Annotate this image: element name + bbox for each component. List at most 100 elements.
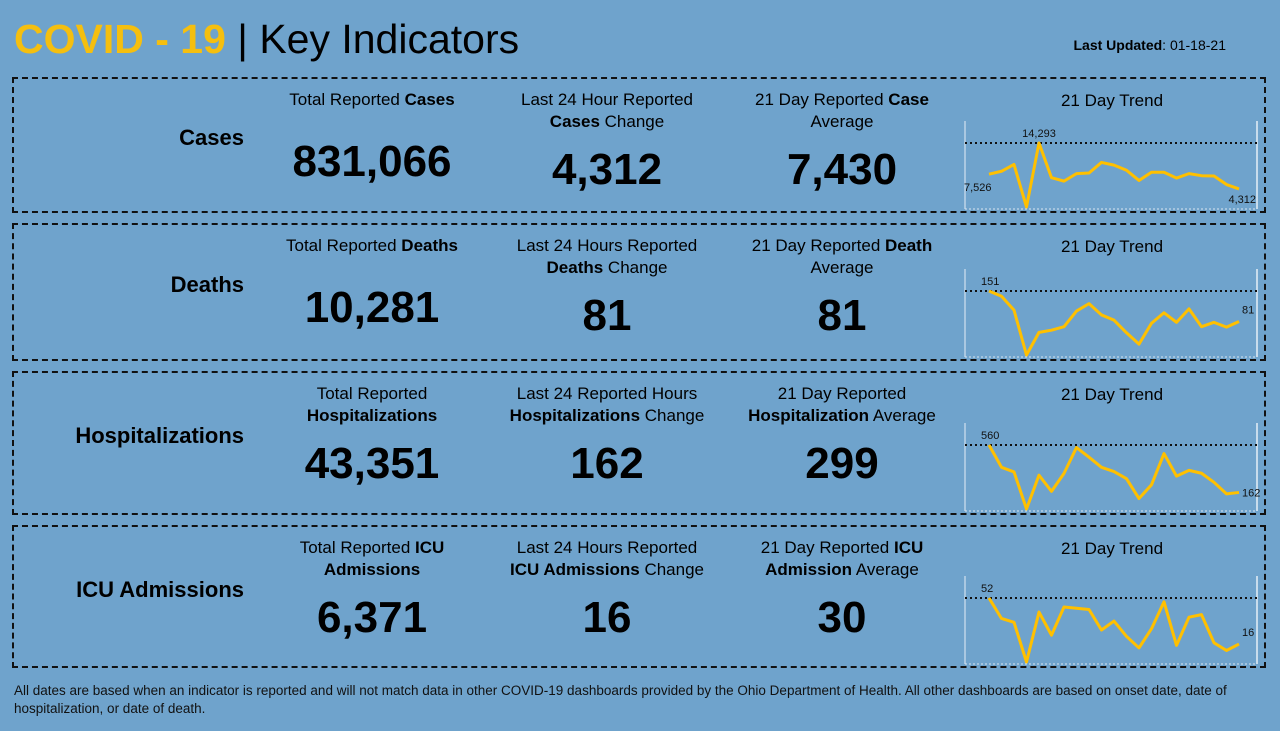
metric-value: 299 <box>805 439 879 488</box>
metric-label: Total Reported Hospitalizations <box>252 383 492 427</box>
label-segment: ICU <box>415 538 445 557</box>
row-title: ICU Admissions <box>76 576 244 602</box>
label-segment: 21 Day Reported <box>777 384 907 403</box>
metric-value: 6,371 <box>316 593 428 642</box>
metric-label: 21 Day Reported Case Average <box>722 89 962 133</box>
trend-last-label: 162 <box>1242 487 1260 499</box>
metric-label: Last 24 Reported Hours Hospitalizations C… <box>487 383 727 427</box>
label-segment: Admission <box>765 560 853 579</box>
trend-max-label: 151 <box>981 276 999 288</box>
label-segment: Average <box>810 112 874 131</box>
trend-max-label: 52 <box>981 583 993 595</box>
metric-value: 30 <box>817 593 867 642</box>
label-segment: Change <box>640 406 705 425</box>
page-title: COVID - 19 | Key Indicators <box>14 16 519 63</box>
label-segment: Average <box>810 258 874 277</box>
metric-value: 162 <box>570 439 644 488</box>
label-segment: Death <box>885 236 933 255</box>
label-segment: Last 24 Hours Reported <box>516 538 698 557</box>
metric-label: 21 Day Reported ICU Admission Average <box>722 537 962 581</box>
label-segment: ICU <box>893 538 924 557</box>
label-segment: 21 Day Reported <box>760 538 894 557</box>
label-segment: Total Reported <box>299 538 415 557</box>
trend-sparkline: 560 162 <box>964 423 1260 512</box>
panel-hospitalizations: Hospitalizations Total Reported Hospitaliz… <box>12 371 1266 515</box>
metric-value: 831,066 <box>292 137 452 186</box>
label-segment: Change <box>603 258 668 277</box>
last-24h-metric: Last 24 Hours Reported ICU Admissions Cha… <box>487 537 727 666</box>
avg-21day-metric: 21 Day Reported Death Average 81 <box>722 235 962 359</box>
label-segment: Hospitalizations <box>509 406 641 425</box>
panel-deaths: Deaths Total Reported Deaths 10,281 Last 24… <box>12 223 1266 361</box>
metric-label: Total Reported ICU Admissions <box>252 537 492 581</box>
avg-21day-metric: 21 Day Reported Hospitalization Average 29… <box>722 383 962 513</box>
label-segment: Change <box>599 112 665 131</box>
metric-value: 4,312 <box>551 145 663 194</box>
trend-line <box>988 141 1240 209</box>
label-segment: Average <box>852 560 919 579</box>
footer-note: All dates are based when an indicator is… <box>14 683 1227 716</box>
metric-value: 16 <box>582 593 632 642</box>
total-metric: Total Reported Cases 831,066 <box>252 89 492 211</box>
label-segment: Total Reported <box>286 236 402 255</box>
label-segment: Case <box>888 90 929 109</box>
trend-last-label: 16 <box>1242 627 1254 639</box>
trend-label: 21 Day Trend <box>1060 91 1164 110</box>
trend-max-label: 14,293 <box>1022 128 1056 140</box>
metric-label: 21 Day Reported Hospitalization Average <box>722 383 962 427</box>
label-segment: Total Reported <box>289 90 405 109</box>
last-24h-metric: Last 24 Reported Hours Hospitalizations C… <box>487 383 727 513</box>
last-updated-value: : 01-18-21 <box>1162 37 1226 53</box>
metric-value: 7,430 <box>786 145 898 194</box>
panel-icu-admissions: ICU Admissions Total Reported ICU Admissio… <box>12 525 1266 668</box>
title-rest: | Key Indicators <box>225 16 520 62</box>
trend-line <box>987 444 1240 511</box>
avg-21day-metric: 21 Day Reported ICU Admission Average 30 <box>722 537 962 666</box>
total-metric: Total Reported ICU Admissions 6,371 <box>252 537 492 666</box>
label-segment: Admissions <box>323 560 421 579</box>
metric-label: Last 24 Hours Reported ICU Admissions Cha… <box>487 537 727 581</box>
trend-sparkline: 52 16 <box>964 576 1258 665</box>
trend-first-label: 7,526 <box>964 182 992 194</box>
trend-sparkline: 14,293 7,526 4,312 <box>964 121 1258 210</box>
last-24h-metric: Last 24 Hours Reported Deaths Change 81 <box>487 235 727 359</box>
metric-label: 21 Day Reported Death Average <box>722 235 962 279</box>
trend-last-label: 81 <box>1242 304 1254 316</box>
label-segment: Change <box>639 560 704 579</box>
label-segment: Deaths <box>546 258 604 277</box>
metric-value: 81 <box>817 291 867 340</box>
row-title: Cases <box>179 125 244 150</box>
metric-value: 43,351 <box>304 439 440 488</box>
last-updated: Last Updated: 01-18-21 <box>1073 37 1226 53</box>
trend-label: 21 Day Trend <box>1060 385 1164 404</box>
metric-label: Last 24 Hour Reported Cases Change <box>487 89 727 133</box>
label-segment: 21 Day Reported <box>751 236 885 255</box>
total-metric: Total Reported Hospitalizations 43,351 <box>252 383 492 513</box>
label-segment: Total Reported <box>316 384 428 403</box>
trend-line <box>988 289 1240 357</box>
row-title: Hospitalizations <box>75 423 244 448</box>
trend-max-label: 560 <box>981 430 999 442</box>
label-segment: Last 24 Hours Reported <box>516 236 698 255</box>
metric-value: 10,281 <box>304 283 440 332</box>
title-accent: COVID - 19 <box>14 16 226 62</box>
metric-value: 81 <box>582 291 632 340</box>
label-segment: Hospitalization <box>748 406 870 425</box>
avg-21day-metric: 21 Day Reported Case Average 7,430 <box>722 89 962 211</box>
metric-label: Total Reported Deaths <box>252 235 492 257</box>
trend-label: 21 Day Trend <box>1060 237 1164 256</box>
trend-last-label: 4,312 <box>1228 194 1256 206</box>
label-segment: Average <box>869 406 936 425</box>
trend-label: 21 Day Trend <box>1060 539 1164 558</box>
last-24h-metric: Last 24 Hour Reported Cases Change 4,312 <box>487 89 727 211</box>
label-segment: Cases <box>404 90 455 109</box>
label-segment: 21 Day Reported <box>755 90 889 109</box>
label-segment: Cases <box>549 112 600 131</box>
trend-sparkline: 151 81 <box>964 269 1258 358</box>
last-updated-label: Last Updated <box>1073 37 1163 53</box>
metric-label: Last 24 Hours Reported Deaths Change <box>487 235 727 279</box>
label-segment: Hospitalizations <box>306 406 438 425</box>
label-segment: ICU Admissions <box>509 560 640 579</box>
panel-cases: Cases Total Reported Cases 831,066 Last 24 … <box>12 77 1266 213</box>
row-title: Deaths <box>170 272 244 297</box>
